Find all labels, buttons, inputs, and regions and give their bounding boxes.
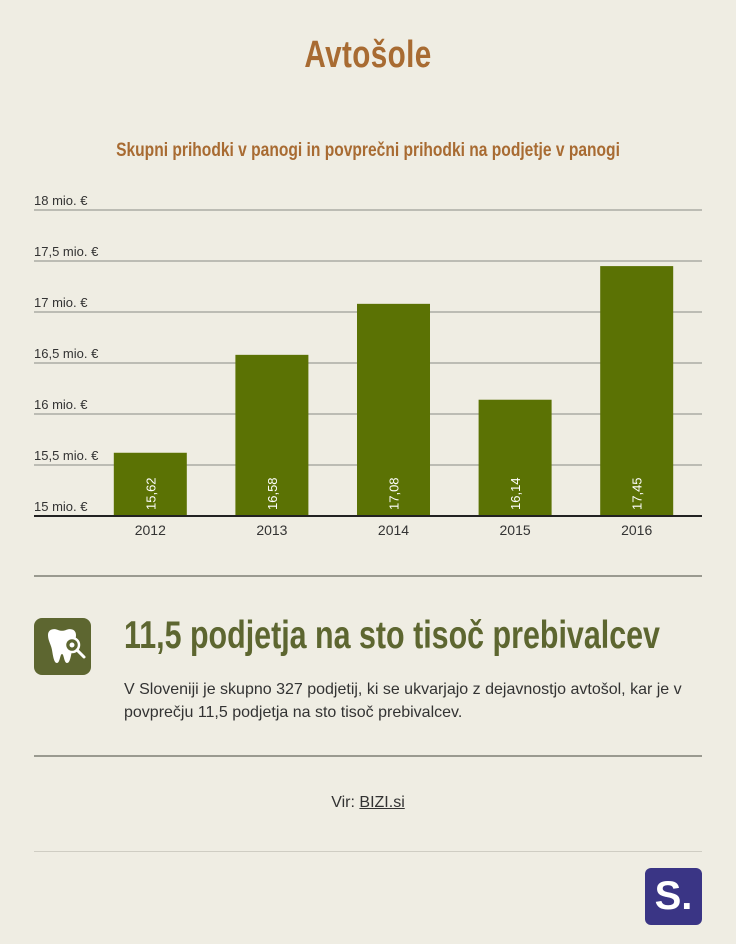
y-tick-label: 18 mio. € (34, 193, 88, 208)
bar-value-label: 16,58 (265, 477, 280, 510)
bar-value-label: 16,14 (508, 477, 523, 510)
footer-divider (34, 851, 702, 852)
bar-2012 (113, 452, 187, 516)
y-tick-label: 17,5 mio. € (34, 244, 99, 259)
source-prefix: Vir: (331, 794, 355, 811)
bar-2016 (600, 266, 674, 516)
info-text: V Sloveniji je skupno 327 podjetij, ki s… (124, 681, 682, 721)
divider-bottom (34, 755, 702, 757)
info-heading: 11,5 podjetja na sto tisoč prebivalcev (124, 614, 660, 657)
site-logo[interactable]: S. (645, 868, 702, 925)
bar-value-label: 17,08 (387, 477, 402, 510)
bar-2013 (235, 354, 309, 516)
x-tick-label: 2015 (500, 522, 531, 538)
x-tick-label: 2016 (621, 522, 652, 538)
y-tick-label: 15,5 mio. € (34, 448, 99, 463)
page-title: Avtošole (304, 34, 432, 76)
y-tick-label: 15 mio. € (34, 499, 88, 514)
y-tick-label: 16 mio. € (34, 397, 88, 412)
bar-2014 (357, 303, 430, 516)
x-tick-label: 2012 (135, 522, 166, 538)
bar-value-label: 15,62 (143, 477, 158, 510)
tooth-magnifier-icon (34, 618, 91, 675)
bar-value-label: 17,45 (630, 477, 645, 510)
chart-subtitle: Skupni prihodki v panogi in povprečni pr… (116, 140, 620, 161)
x-tick-label: 2013 (256, 522, 287, 538)
bar-2015 (478, 399, 552, 516)
divider-top (34, 575, 702, 577)
source-line: Vir: BIZI.si (0, 794, 736, 812)
y-tick-label: 17 mio. € (34, 295, 88, 310)
x-tick-label: 2014 (378, 522, 409, 538)
source-link[interactable]: BIZI.si (359, 794, 405, 811)
bar-chart: 15 mio. € 15,5 mio. € 16 mio. € 16,5 mio. €… (34, 193, 702, 538)
y-tick-label: 16,5 mio. € (34, 346, 99, 361)
